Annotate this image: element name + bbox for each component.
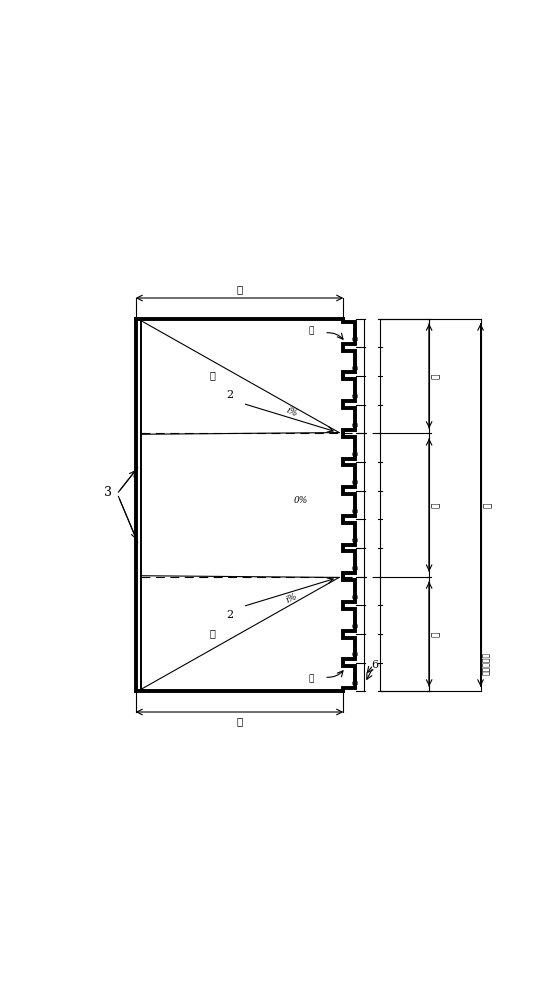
Text: 沈: 沈 <box>483 502 492 508</box>
Text: 沈+A: 沈+A <box>353 469 359 483</box>
Text: 沈: 沈 <box>210 630 216 639</box>
Text: 2: 2 <box>226 610 233 620</box>
Text: 沈: 沈 <box>431 502 441 508</box>
Text: 沈: 沈 <box>236 717 243 726</box>
Text: 沈+A: 沈+A <box>353 584 359 598</box>
Text: 0%: 0% <box>294 496 307 505</box>
Text: 沈+A: 沈+A <box>353 527 359 541</box>
Text: 沈+A: 沈+A <box>353 441 359 455</box>
Text: 沈+A: 沈+A <box>353 641 359 655</box>
Text: 2: 2 <box>226 390 233 400</box>
Text: 3: 3 <box>104 486 112 499</box>
Text: 沈: 沈 <box>210 371 216 380</box>
Text: 沈: 沈 <box>309 675 314 684</box>
Text: 沈: 沈 <box>236 285 243 294</box>
Text: 沈: 沈 <box>431 631 441 637</box>
Text: 沈+A: 沈+A <box>353 412 359 426</box>
Text: 沈+A: 沈+A <box>353 613 359 627</box>
Text: 6: 6 <box>371 660 378 670</box>
Text: 沈单元划分: 沈单元划分 <box>483 652 492 675</box>
Text: 沈: 沈 <box>431 373 441 379</box>
Text: 沈: 沈 <box>309 326 314 335</box>
Text: i%: i% <box>285 592 299 604</box>
Text: i%: i% <box>285 406 299 418</box>
Text: 沈+A: 沈+A <box>353 326 359 340</box>
Text: 沈+A: 沈+A <box>353 498 359 512</box>
Text: 沈+A: 沈+A <box>353 670 359 684</box>
Text: 沈+A: 沈+A <box>353 355 359 369</box>
Text: 沈+A: 沈+A <box>353 383 359 397</box>
Text: 沈+A: 沈+A <box>353 555 359 569</box>
